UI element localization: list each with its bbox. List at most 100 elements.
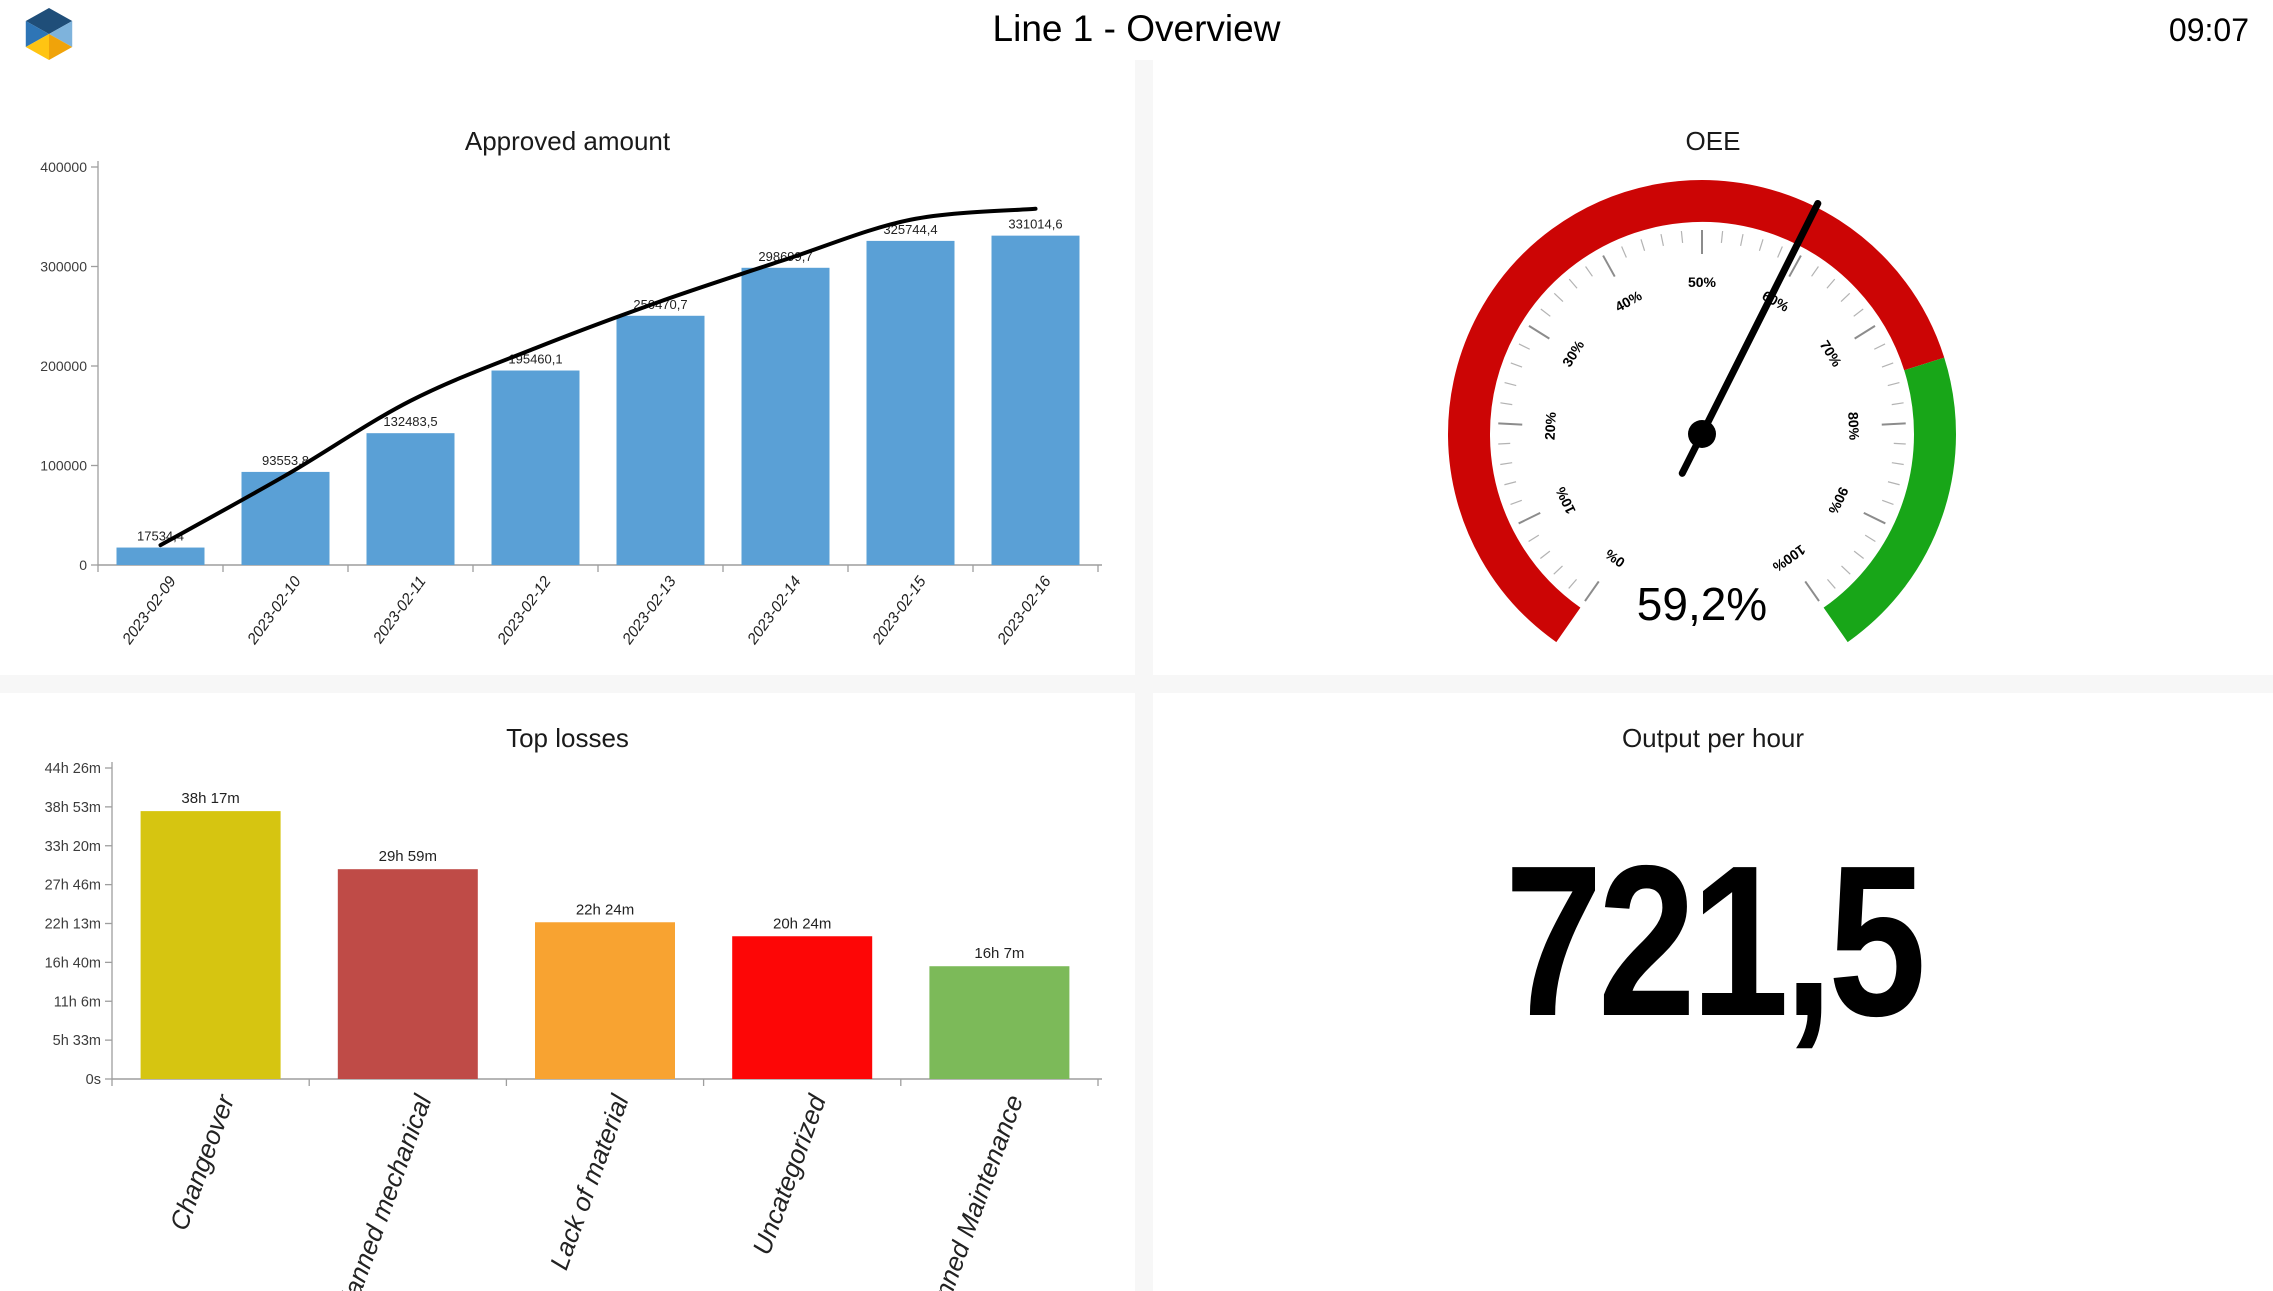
cube-logo-icon (25, 8, 73, 60)
gauge-minor-tick (1874, 343, 1886, 350)
gauge-minor-tick (1811, 266, 1819, 277)
bar-value-label: 16h 7m (974, 945, 1024, 962)
approved-amount-title: Approved amount (464, 126, 671, 156)
category-label: 2023-02-12 (494, 573, 555, 648)
y-axis-tick-label: 27h 46m (45, 878, 101, 894)
gauge-major-tick (1518, 512, 1541, 525)
category-label: Planned Maintenance (915, 1091, 1029, 1291)
gauge-tick-label: 40% (1612, 287, 1645, 315)
gauge-minor-tick (1553, 292, 1564, 303)
gauge-tick-label: 50% (1688, 274, 1717, 290)
gauge-minor-tick (1881, 499, 1894, 506)
bar (241, 471, 330, 565)
category-label: Lack of material (544, 1090, 635, 1274)
gauge-minor-tick (1680, 230, 1684, 244)
gauge-major-tick (1584, 580, 1600, 602)
gauge-minor-tick (1553, 565, 1563, 575)
y-axis-tick-label: 300000 (40, 259, 87, 275)
gauge-minor-tick (1540, 308, 1551, 317)
gauge-minor-tick (1500, 462, 1513, 466)
gauge-minor-tick (1568, 278, 1578, 289)
y-axis-tick-label: 16h 40m (45, 955, 101, 971)
gauge-major-tick (1863, 512, 1886, 525)
gauge-tick-label: 100% (1769, 542, 1808, 576)
top-losses-title: Top losses (506, 723, 629, 753)
gauge-minor-tick (1500, 402, 1513, 406)
gauge-major-tick (1528, 325, 1550, 340)
page-title: Line 1 - Overview (992, 8, 1281, 49)
gauge-minor-tick (1887, 481, 1900, 486)
gauge-major-tick (1804, 580, 1820, 602)
gauge-minor-tick (1660, 234, 1664, 247)
bar (866, 240, 955, 565)
gauge-tick-label: 30% (1559, 337, 1588, 370)
category-label: Changeover (164, 1090, 241, 1235)
y-axis-tick-label: 5h 33m (53, 1033, 101, 1049)
bar (337, 869, 478, 1079)
gauge-minor-tick (1528, 534, 1540, 543)
bar (732, 936, 873, 1079)
gauge-minor-tick (1510, 362, 1523, 368)
gauge-minor-tick (1881, 362, 1894, 368)
bar (741, 267, 830, 565)
y-axis-tick-label: 33h 20m (45, 839, 101, 855)
gauge-major-tick (1498, 422, 1523, 426)
gauge-tick-label: 20% (1541, 411, 1558, 440)
approved-amount-panel: Approved amount 0 100000 200000 300000 40000… (0, 60, 1135, 675)
gauge-minor-tick (1887, 381, 1900, 387)
gauge-minor-tick (1540, 550, 1551, 559)
y-axis-tick-label: 44h 26m (45, 761, 101, 777)
oee-gauge: 0%10%20%30%40%50%60%70%80%90%100%59,2% (1448, 180, 1956, 643)
category-label: 2023-02-11 (369, 573, 429, 647)
gauge-minor-tick (1740, 234, 1744, 247)
y-axis-tick-label: 11h 6m (54, 994, 101, 1010)
output-per-hour-value: 721,5 (1504, 820, 1927, 1061)
clock-time: 09:07 (2168, 12, 2249, 48)
y-axis-tick-label: 38h 53m (45, 800, 101, 816)
gauge-minor-tick (1504, 481, 1517, 486)
gauge-minor-tick (1827, 578, 1836, 589)
gauge-minor-tick (1853, 550, 1864, 559)
bar-value-label: 22h 24m (576, 901, 634, 918)
dashboard-grid: Approved amount 0 100000 200000 300000 40000… (0, 60, 2273, 1291)
top-losses-chart: 0s 5h 33m 11h 6m 16h 40m 22h 13m 27h 46m 33h 2… (45, 761, 1102, 1291)
y-axis-tick-label: 200000 (40, 358, 87, 374)
bar (535, 922, 675, 1079)
gauge-band (1448, 180, 1945, 643)
gauge-tick-label: 70% (1817, 337, 1846, 370)
gauge-minor-tick (1504, 381, 1517, 387)
bar-value-label: 29h 59m (379, 848, 437, 865)
category-label: Non planned mechanical (311, 1090, 437, 1291)
gauge-minor-tick (1891, 462, 1904, 466)
gauge-minor-tick (1841, 565, 1851, 575)
gauge-major-tick (1788, 255, 1802, 278)
category-label: 2023-02-14 (744, 573, 805, 648)
gauge-minor-tick (1498, 442, 1511, 445)
bar-value-label: 38h 17m (181, 790, 239, 807)
y-axis-tick-label: 0s (86, 1072, 101, 1088)
gauge-minor-tick (1853, 308, 1864, 317)
bar (991, 235, 1080, 565)
category-label: Uncategorized (746, 1089, 832, 1258)
y-axis-tick-label: 400000 (40, 159, 87, 175)
app-logo-icon[interactable] (24, 8, 74, 60)
gauge-minor-tick (1777, 246, 1783, 258)
gauge-minor-tick (1510, 499, 1523, 506)
gauge-minor-tick (1893, 442, 1906, 445)
bar (366, 433, 455, 565)
y-axis-tick-label: 100000 (40, 458, 87, 474)
cumulative-target-line (158, 206, 1038, 548)
gauge-minor-tick (1864, 534, 1876, 543)
gauge-band (1823, 357, 1956, 643)
top-losses-panel: Top losses 0s 5h 33m 11h 6m 16h 40m 22h 13m 2… (0, 693, 1135, 1291)
approved-amount-chart: 010000020000030000040000017534,42023-02-… (40, 159, 1102, 648)
y-axis-tick-label: 0 (79, 557, 87, 573)
category-label: 2023-02-15 (869, 573, 930, 648)
bar-value-label: 298699,7 (758, 249, 812, 264)
bar-value-label: 93553,8 (262, 453, 309, 468)
gauge-needle-hub (1688, 420, 1716, 448)
gauge-tick-label: 10% (1552, 484, 1579, 517)
bar-value-label: 20h 24m (773, 915, 831, 932)
gauge-minor-tick (1826, 278, 1836, 289)
